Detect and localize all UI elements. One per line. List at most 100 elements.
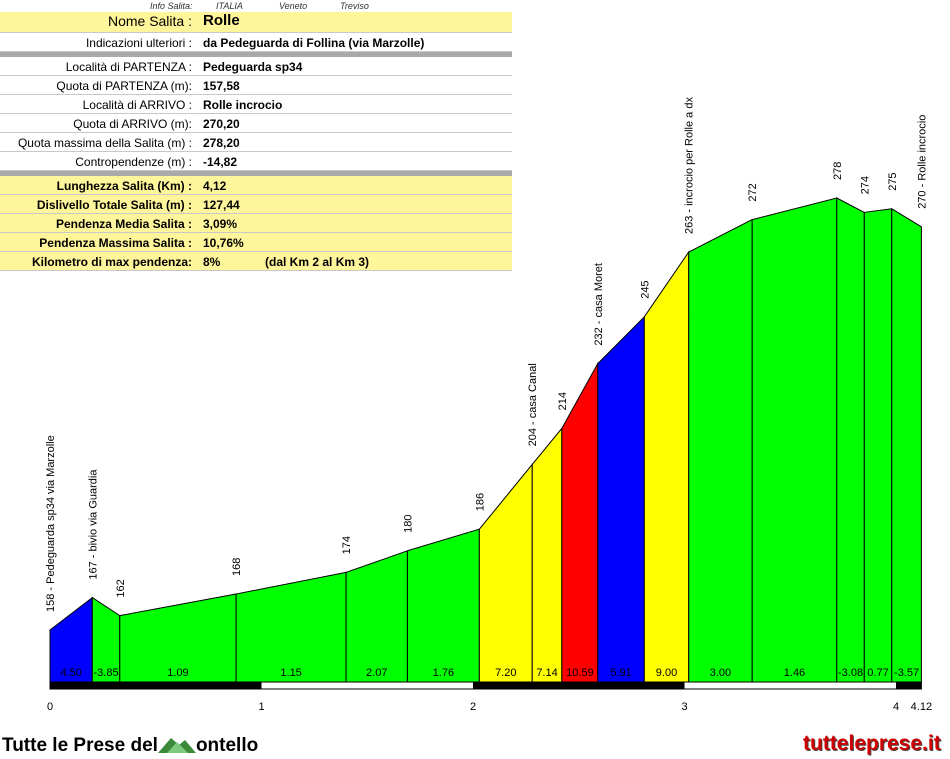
info-country: ITALIA [216,1,243,11]
profile-segment [643,250,690,683]
divider [0,171,512,176]
row-max: Pendenza Massima Salita : 10,76% [0,233,512,252]
notes-label: Indicazioni ulteriori : [85,36,192,50]
x-tick-label: 2 [470,701,476,713]
climb-name: Rolle [203,12,240,29]
profile-segment [406,528,480,683]
segment-grade-label: 1.09 [167,667,188,679]
length-label: Lunghezza Salita (Km) : [56,179,192,193]
row-start-place: Località di PARTENZA : Pedeguarda sp34 [0,57,512,76]
point-altitude-label: 168 [231,558,243,576]
profile-segment [688,218,753,683]
counter-value: -14,82 [203,155,238,169]
distance-bar-km-block [50,682,262,689]
segment-grade-label: 7.14 [536,667,557,679]
profile-segment [345,550,408,683]
segment-grade-label: 5.91 [610,667,631,679]
segment-grade-label: 9.00 [656,667,677,679]
segment-grade-label: 2.07 [366,667,387,679]
point-altitude-label: 186 [474,493,486,511]
row-maxkm: Kilometro di max pendenza: 8% (dal Km 2 … [0,252,512,271]
start-place-value: Pedeguarda sp34 [203,60,303,74]
end-place-label: Località di ARRIVO : [82,98,192,112]
point-altitude-label: 158 - Pedeguarda sp34 via Marzolle [45,435,57,612]
profile-segment [751,197,838,683]
avg-value: 3,09% [203,217,238,231]
info-region: Veneto [279,1,308,11]
segment-grade-label: 7.20 [495,667,516,679]
point-altitude-label: 162 [115,579,127,597]
profile-segment [891,207,922,683]
segment-grade-label: 1.76 [433,667,454,679]
end-place-value: Rolle incrocio [203,98,283,112]
segment-grade-label: 1.46 [784,667,805,679]
row-length: Lunghezza Salita (Km) : 4,12 [0,176,512,195]
maxkm-value: 8% [203,255,221,269]
site-logo: tutteleprese.it [803,732,941,755]
info-header: Info Salita: ITALIA Veneto Treviso [0,0,512,12]
segment-grade-label: 10.59 [566,667,594,679]
avg-label: Pendenza Media Salita : [55,217,192,231]
profile-segment [863,208,893,683]
profile-segment [531,427,563,683]
segment-grade-label: 4.50 [60,667,81,679]
point-altitude-label: 272 [747,183,759,201]
point-altitude-label: 274 [859,176,871,194]
logo-text-post: ontello [195,735,259,756]
x-tick-label: 4.12 [911,701,932,713]
point-altitude-label: 270 - Rolle incrocio [916,115,928,209]
row-name: Nome Salita : Rolle [0,12,512,33]
profile-segment [235,571,347,683]
divider [0,52,512,57]
profile-segment [597,315,645,683]
row-end-place: Località di ARRIVO : Rolle incrocio [0,95,512,114]
segment-grade-label: -3.08 [838,667,863,679]
notes-value: da Pedeguarda di Follina (via Marzolle) [203,36,425,50]
x-tick-label: 3 [681,701,687,713]
footer-logo: Tutte le Prese del ontello [2,734,258,757]
row-max-alt: Quota massima della Salita (m) : 278,20 [0,133,512,152]
segment-grade-label: 1.15 [280,667,301,679]
max-alt-label: Quota massima della Salita (m) : [17,136,192,150]
info-label: Info Salita: [150,1,193,11]
point-altitude-label: 214 [557,392,569,410]
mountain-logo-icon [157,738,196,753]
point-altitude-label: 174 [341,536,353,554]
end-alt-value: 270,20 [203,117,240,131]
name-label: Nome Salita : [107,13,192,29]
profile-segment [478,462,533,683]
row-notes: Indicazioni ulteriori : da Pedeguarda di… [0,33,512,52]
x-tick-label: 1 [258,701,264,713]
segment-grade-label: 3.00 [710,667,731,679]
point-altitude-label: 180 [402,514,414,532]
distance-bar-km-block [896,682,922,689]
info-province: Treviso [340,1,369,11]
gain-value: 127,44 [203,198,240,212]
start-alt-value: 157,58 [203,79,240,93]
start-place-label: Località di PARTENZA : [65,60,192,74]
point-altitude-label: 275 [887,172,899,190]
maxkm-label: Kilometro di max pendenza: [31,255,192,269]
counter-label: Contropendenze (m) : [75,155,192,169]
row-counter: Contropendenze (m) : -14,82 [0,152,512,171]
point-altitude-label: 167 - bivio via Guardia [87,469,99,580]
segment-grade-label: -3.85 [94,667,119,679]
point-altitude-label: 245 [639,280,651,298]
max-label: Pendenza Massima Salita : [39,236,192,250]
x-tick-label: 4 [893,701,899,713]
max-alt-value: 278,20 [203,136,240,150]
end-alt-label: Quota di ARRIVO (m): [73,117,192,131]
point-altitude-label: 232 - casa Moret [593,263,605,346]
row-end-alt: Quota di ARRIVO (m): 270,20 [0,114,512,133]
row-start-alt: Quota di PARTENZA (m): 157,58 [0,76,512,95]
gain-label: Dislivello Totale Salita (m) : [36,198,192,212]
point-altitude-label: 263 - incrocio per Rolle a dx [684,97,696,234]
distance-bar-km-block [473,682,685,689]
x-tick-label: 0 [47,701,53,713]
length-value: 4,12 [203,179,227,193]
logo-text-pre: Tutte le Prese del [2,735,158,756]
segment-grade-label: -3.57 [894,667,919,679]
maxkm-extra: (dal Km 2 al Km 3) [265,255,370,269]
max-value: 10,76% [203,236,244,250]
